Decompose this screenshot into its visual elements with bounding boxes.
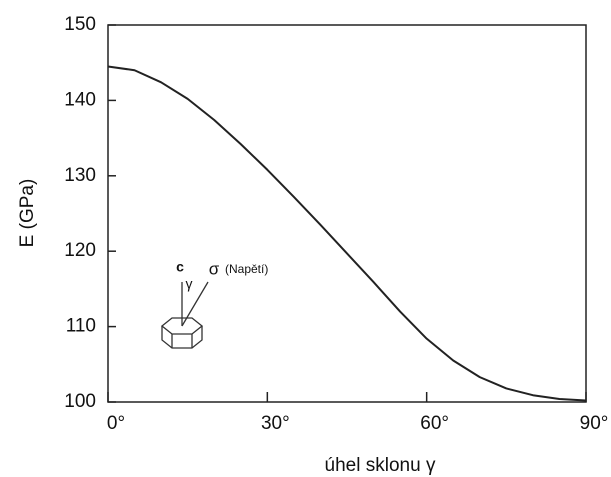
y-tick-label: 120 bbox=[64, 240, 96, 261]
y-tick-label: 130 bbox=[64, 165, 96, 186]
annotation: σ bbox=[209, 259, 220, 278]
y-tick-label: 110 bbox=[66, 316, 96, 337]
y-tick-label: 150 bbox=[64, 14, 96, 35]
x-axis-label: úhel sklonu γ bbox=[325, 455, 436, 476]
y-tick-label: 100 bbox=[64, 391, 96, 412]
data-line bbox=[108, 66, 586, 400]
annotation: γ bbox=[186, 276, 193, 292]
y-tick-label: 140 bbox=[64, 89, 96, 110]
plot-frame bbox=[108, 25, 586, 402]
x-tick-label: 0° bbox=[107, 413, 125, 434]
crystal-icon bbox=[162, 282, 208, 348]
chart: E (GPa) úhel sklonu γ c γ σ (Napětí) 100… bbox=[0, 0, 611, 477]
x-tick-label: 90° bbox=[580, 413, 609, 434]
annotation: c bbox=[176, 259, 184, 275]
x-tick-label: 30° bbox=[261, 413, 290, 434]
x-tick-label: 60° bbox=[420, 413, 449, 434]
annotation: (Napětí) bbox=[225, 262, 268, 276]
y-axis-label: E (GPa) bbox=[17, 179, 38, 248]
